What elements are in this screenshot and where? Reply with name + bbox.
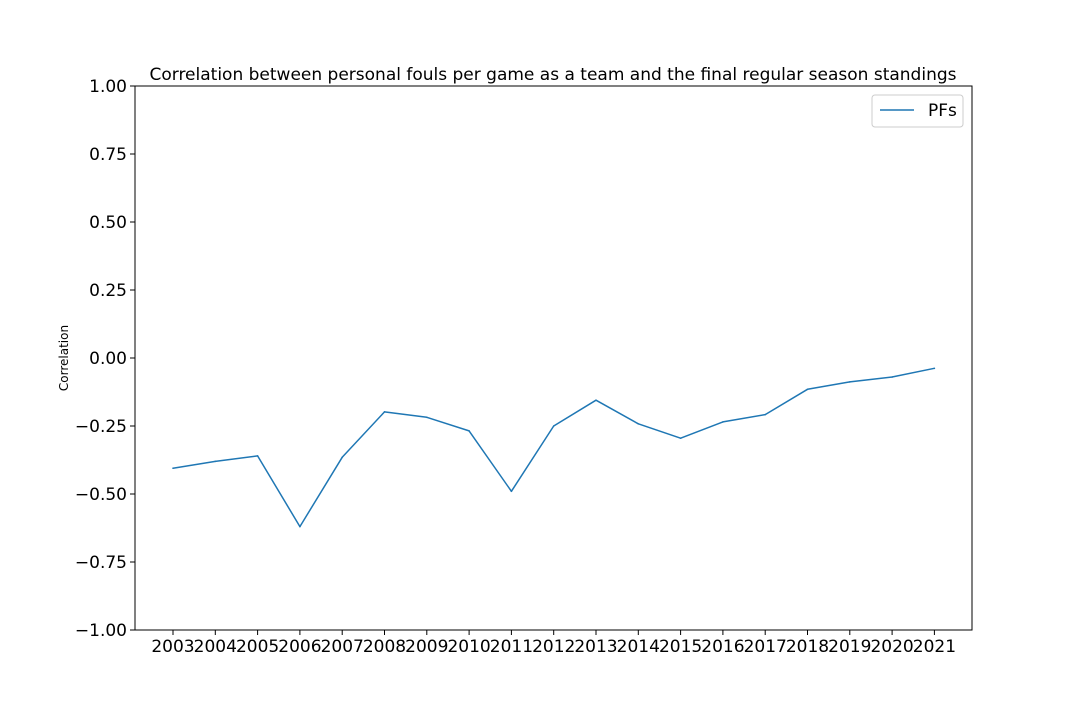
y-tick-label: 0.50	[89, 213, 127, 233]
y-tick-label: 0.25	[89, 281, 127, 301]
x-tick-label: 2012	[532, 637, 575, 657]
x-tick-label: 2013	[574, 637, 617, 657]
data-point	[341, 456, 344, 459]
data-point	[256, 455, 259, 457]
x-tick-label: 2010	[447, 637, 490, 657]
x-tick-label: 2018	[786, 637, 829, 657]
legend-box	[871, 94, 964, 128]
x-tick-label: 2016	[701, 637, 744, 657]
x-tick-label: 2017	[744, 637, 787, 657]
x-tick-label: 2011	[490, 637, 533, 657]
data-point	[552, 425, 555, 427]
data-point	[891, 376, 893, 378]
data-point	[637, 423, 640, 425]
data-point	[510, 490, 513, 493]
x-tick-label: 2003	[151, 637, 194, 657]
chart-title: Correlation between personal fouls per g…	[149, 65, 956, 85]
data-point	[933, 367, 936, 370]
data-point	[595, 399, 597, 401]
x-tick-label: 2005	[236, 637, 279, 657]
y-tick-label: 0.75	[89, 145, 127, 165]
data-point	[468, 430, 470, 432]
x-tick-label: 2008	[363, 637, 406, 657]
data-point	[383, 411, 386, 413]
y-tick-label: 1.00	[89, 77, 127, 97]
data-point	[299, 525, 301, 528]
y-tick-label: −1.00	[75, 621, 127, 641]
data-point	[214, 460, 217, 463]
data-point	[426, 416, 428, 419]
x-tick-label: 2009	[405, 637, 448, 657]
x-tick-label: 2021	[913, 637, 956, 657]
x-tick-label: 2004	[194, 637, 237, 657]
x-tick-label: 2014	[617, 637, 660, 657]
x-tick-label: 2015	[659, 637, 702, 657]
data-point	[722, 421, 724, 423]
data-point	[764, 413, 766, 416]
plot-frame	[134, 85, 973, 631]
y-tick-label: 0.00	[89, 349, 127, 369]
y-tick-label: −0.50	[75, 485, 127, 505]
legend: PFs	[871, 94, 964, 128]
data-point	[849, 381, 851, 383]
y-tick-label: −0.25	[75, 417, 127, 437]
y-tick-label: −0.75	[75, 553, 127, 573]
data-point	[172, 467, 174, 469]
x-tick-label: 2006	[278, 637, 321, 657]
data-point	[806, 388, 809, 391]
x-tick-label: 2019	[828, 637, 871, 657]
data-point	[679, 437, 682, 440]
x-tick-label: 2007	[321, 637, 364, 657]
x-tick-label: 2020	[870, 637, 913, 657]
y-axis-label: Correlation	[57, 325, 71, 391]
legend-label: PFs	[928, 101, 957, 121]
